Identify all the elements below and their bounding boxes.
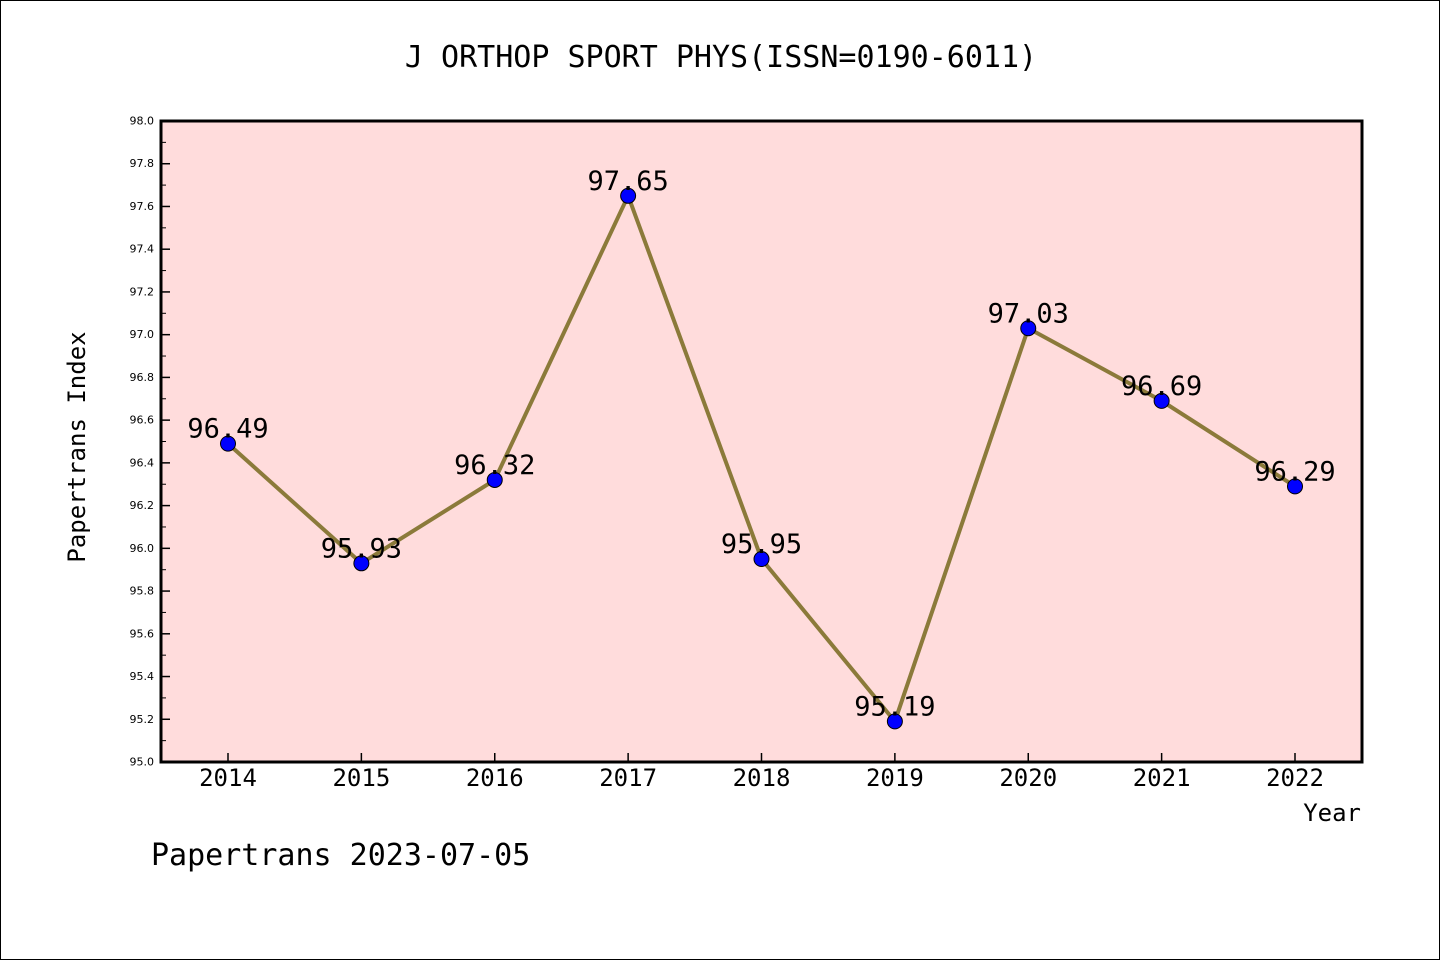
y-tick-label: 96.8 (130, 371, 155, 384)
data-point (886, 713, 903, 730)
y-axis-label: Papertrans Index (63, 331, 91, 562)
x-tick-label: 2022 (1266, 764, 1324, 792)
y-tick-label: 95.0 (130, 756, 155, 769)
x-tick-label: 2016 (466, 764, 524, 792)
y-tick-label: 97.2 (130, 285, 155, 298)
data-point (1153, 392, 1170, 409)
y-tick-label: 95.2 (130, 713, 155, 726)
x-tick-label: 2019 (866, 764, 924, 792)
data-label: 96.69 (1121, 371, 1202, 402)
y-tick-label: 96.4 (130, 456, 155, 469)
data-point (1020, 320, 1037, 337)
data-point (753, 551, 770, 568)
x-tick-label: 2021 (1133, 764, 1191, 792)
y-tick-label: 97.4 (130, 243, 155, 256)
data-labels: 96.49 95.93 96.32 97.65 95.95 95.19 97.03 96.69… (187, 166, 1335, 723)
y-tick-label: 98.0 (130, 115, 155, 128)
y-tick-label: 95.4 (130, 670, 155, 683)
data-point (353, 555, 370, 572)
x-tick-label: 2018 (733, 764, 791, 792)
series-layer (220, 187, 1303, 730)
y-tick-label: 97.6 (130, 200, 155, 213)
y-tick-label: 97.0 (130, 328, 155, 341)
data-point (1287, 478, 1303, 495)
data-label: 95.93 (321, 533, 402, 564)
data-label: 96.29 (1254, 456, 1335, 487)
footer-text: Papertrans 2023-07-05 (151, 838, 530, 873)
x-axis: 2014 2015 2016 2017 2018 2019 2020 2021 2022 (199, 753, 1324, 792)
data-label: 97.03 (988, 298, 1069, 329)
y-tick-label: 95.6 (130, 627, 155, 640)
x-tick-label: 2017 (599, 764, 657, 792)
y-tick-label: 96.0 (130, 542, 155, 555)
data-label: 96.32 (454, 450, 535, 481)
x-tick-label: 2014 (199, 764, 257, 792)
data-label: 95.95 (721, 529, 802, 560)
x-tick-label: 2015 (332, 764, 390, 792)
data-label: 95.19 (854, 691, 935, 722)
plot-area (161, 121, 1362, 762)
chart-title: J ORTHOP SPORT PHYS(ISSN=0190-6011) (405, 40, 1037, 75)
y-axis: 95.0 95.2 95.4 95.6 95.8 96.0 96.2 96.4 96.6 96.8… (130, 115, 170, 769)
x-axis-label: Year (1303, 799, 1361, 827)
data-point (220, 435, 236, 452)
data-point (620, 187, 637, 204)
plot-border (159, 119, 1364, 764)
y-tick-label: 95.8 (130, 585, 155, 598)
y-tick-label: 96.2 (130, 499, 155, 512)
data-point (486, 471, 503, 488)
data-label: 97.65 (587, 166, 668, 197)
y-tick-label: 96.6 (130, 414, 155, 427)
data-label: 96.49 (187, 414, 268, 445)
y-tick-label: 97.8 (130, 157, 155, 170)
x-tick-label: 2020 (999, 764, 1057, 792)
